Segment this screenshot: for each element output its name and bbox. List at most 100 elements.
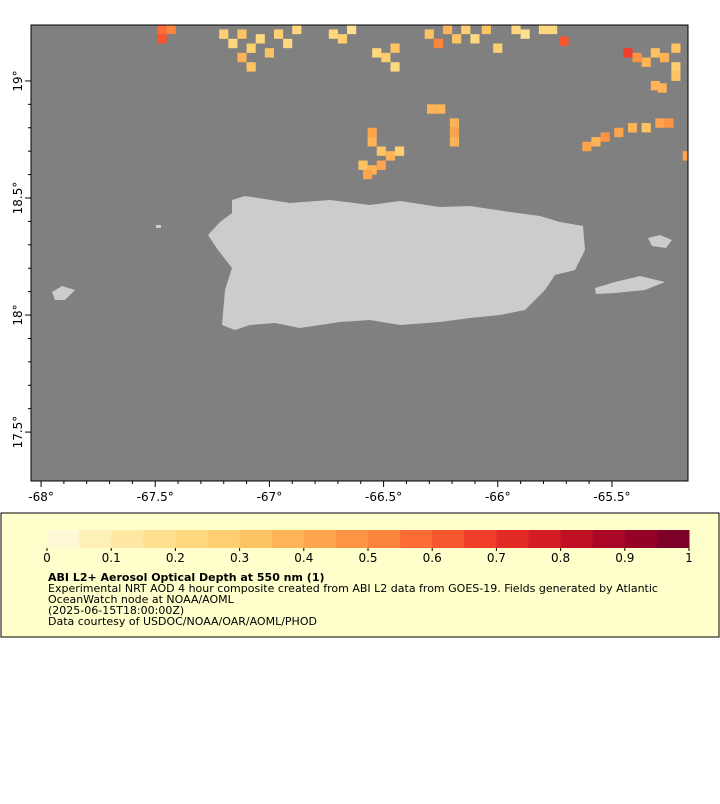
aod-cell [470,34,480,44]
aod-cell [664,118,674,128]
colorbar-swatch [47,530,80,548]
aod-cell [381,52,391,63]
aod-cell [520,29,530,39]
colorbar-swatch [303,530,337,548]
colorbar-tick-label: 0.8 [551,551,570,565]
aod-cell [219,29,229,39]
aod-cell [582,141,592,152]
aod-cell [591,137,601,147]
colorbar-swatch [175,530,208,548]
desecheo [156,225,161,228]
aod-cell [481,25,491,35]
aod-cell [461,25,471,35]
aod-cell [337,34,348,44]
aod-cell [255,34,265,44]
x-tick-label: -66° [485,490,511,504]
aod-cell [559,36,569,46]
colorbar-swatch [335,530,369,548]
colorbar-tick-label: 0.1 [102,551,121,565]
y-tick-label: 18.5° [11,182,25,215]
aod-cell [511,25,521,35]
aod-cell [442,25,453,35]
y-tick-label: 18° [11,304,25,325]
puerto-rico [208,196,585,330]
aod-cell [237,29,247,39]
culebra [648,235,672,248]
aod-cell [655,118,665,128]
colorbar-swatch [271,530,305,548]
colorbar-swatch [432,530,465,548]
colorbar-tick-label: 0.3 [230,551,249,565]
colorbar-tick-label: 1 [685,551,693,565]
legend-description: Experimental NRT AOD 4 hour composite cr… [48,582,658,628]
aod-cell [358,160,368,170]
colorbar-tick-label: 0.4 [294,551,313,565]
colorbar-tick-label: 0 [43,551,51,565]
x-tick-label: -68° [28,490,54,504]
aod-cell [367,137,377,147]
colorbar-swatch [624,530,658,548]
aod-cell [166,25,176,35]
colorbar-swatch [368,530,401,548]
colorbar-swatch [560,530,594,548]
aod-cell [157,25,167,35]
aod-cell [157,34,167,44]
aod-cell [426,104,437,114]
aod-cell [650,48,660,58]
aod-cell [671,71,681,81]
aod-cell [657,83,667,93]
aod-cell [228,38,238,49]
aod-cell [376,160,386,170]
x-tick-label: -66.5° [365,490,402,504]
y-tick-label: 19° [11,70,25,91]
aod-cell [385,151,396,161]
aod-cell [246,43,256,53]
aod-cell [650,80,660,91]
description-line: OceanWatch node at NOAA/AOML [48,593,235,606]
mona [52,286,75,300]
aod-cell [347,25,357,35]
aod-cell [390,43,400,53]
aod-cell [641,57,651,67]
aod-cell [641,123,651,133]
aod-cell [600,132,610,142]
aod-cell [449,118,459,128]
aod-cell [273,29,284,39]
y-tick-label: 17.5° [11,416,25,449]
aod-cell [614,127,624,138]
x-tick-label: -67.5° [137,490,174,504]
colorbar-swatch [496,530,529,548]
aod-cell [659,52,670,63]
aod-cell [493,43,503,53]
land [52,196,672,330]
aod-cell [372,48,382,58]
axes: -68° -67.5° -67° -66.5° -66° -65.5° 17.5° 18° 18… [11,70,630,504]
aod-cell [424,29,434,39]
x-tick-label: -67° [257,490,283,504]
aod-cell [395,146,405,156]
aod-cell [671,43,681,53]
aod-cell [390,62,400,72]
aod-cell [449,127,459,138]
colorbar-tick-label: 0.2 [166,551,185,565]
colorbar-swatch [207,530,241,548]
aod-cell [264,48,274,58]
colorbar-tick-label: 0.5 [358,551,377,565]
description-line: (2025-06-15T18:00:00Z) [48,604,184,617]
aod-cell [246,62,256,72]
plot-frame [30,24,689,482]
description-line: Data courtesy of USDOC/NOAA/OAR/AOML/PHO… [48,615,317,628]
colorbar: 0 0.1 0.2 0.3 0.4 0.5 0.6 0.7 0.8 0.9 1 [43,530,693,565]
vieques [595,276,665,294]
aod-cell [328,29,338,39]
aod-cell [632,52,642,63]
colorbar-tick-label: 0.7 [487,551,506,565]
x-tick-label: -65.5° [593,490,630,504]
colorbar-swatch [656,530,690,548]
aod-cell [452,34,462,44]
colorbar-swatch [464,530,497,548]
aod-cell [671,62,681,72]
description-line: Experimental NRT AOD 4 hour composite cr… [48,582,658,595]
aod-cell [376,146,386,156]
aod-cell [627,123,638,133]
